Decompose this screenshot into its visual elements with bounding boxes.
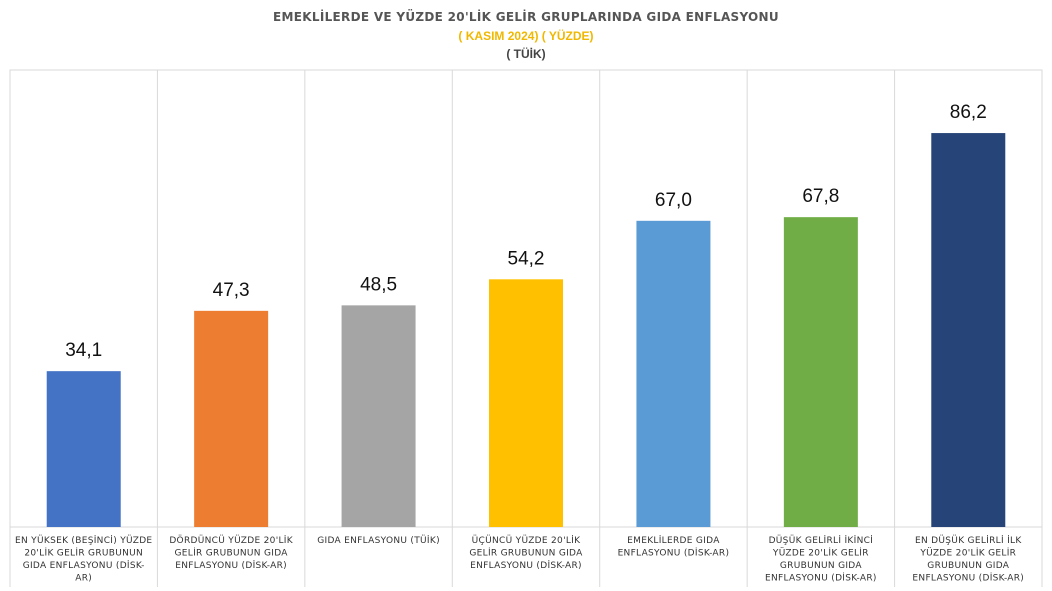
category-label-4: ÜÇÜNCÜ YÜZDE 20'LİK GELİR GRUBUNUN GIDA EN…	[469, 535, 583, 571]
chart-title: EMEKLİLERDE VE YÜZDE 20'LİK GELİR GRUPLA…	[273, 10, 779, 24]
data-label-4: 54,2	[508, 248, 545, 269]
data-label-2: 47,3	[213, 280, 250, 301]
data-label-7: 86,2	[950, 102, 987, 123]
bar-5	[636, 220, 711, 527]
category-label-3: GIDA ENFLASYONU (TÜİK)	[317, 535, 440, 546]
category-label-1: EN YÜKSEK (BEŞİNCİ) YÜZDE 20'LİK GELİR GR…	[15, 535, 152, 584]
category-label-6: DÜŞÜK GELİRLİ İKİNCİ YÜZDE 20'LİK GELİR GR…	[765, 535, 877, 584]
bar-3	[341, 305, 416, 527]
data-label-5: 67,0	[655, 190, 692, 211]
category-label-5: EMEKLİLERDE GIDA ENFLASYONU (DİSK-AR)	[618, 535, 730, 559]
bar-1	[46, 371, 121, 527]
chart-subtitle: ( KASIM 2024) ( YÜZDE)	[458, 29, 594, 43]
bar-7	[931, 133, 1006, 528]
data-label-3: 48,5	[360, 274, 397, 295]
bar-2	[194, 310, 269, 527]
data-label-6: 67,8	[802, 186, 839, 207]
category-label-7: EN DÜŞÜK GELİRLİ İLK YÜZDE 20'LİK GELİR GR…	[912, 535, 1024, 584]
data-label-1: 34,1	[65, 340, 102, 361]
chart-source: ( TÜİK)	[506, 47, 546, 61]
bar-4	[489, 279, 563, 527]
bar-6	[783, 217, 858, 528]
category-label-2: DÖRDÜNCÜ YÜZDE 20'LİK GELİR GRUBUNUN GIDA…	[169, 535, 293, 571]
